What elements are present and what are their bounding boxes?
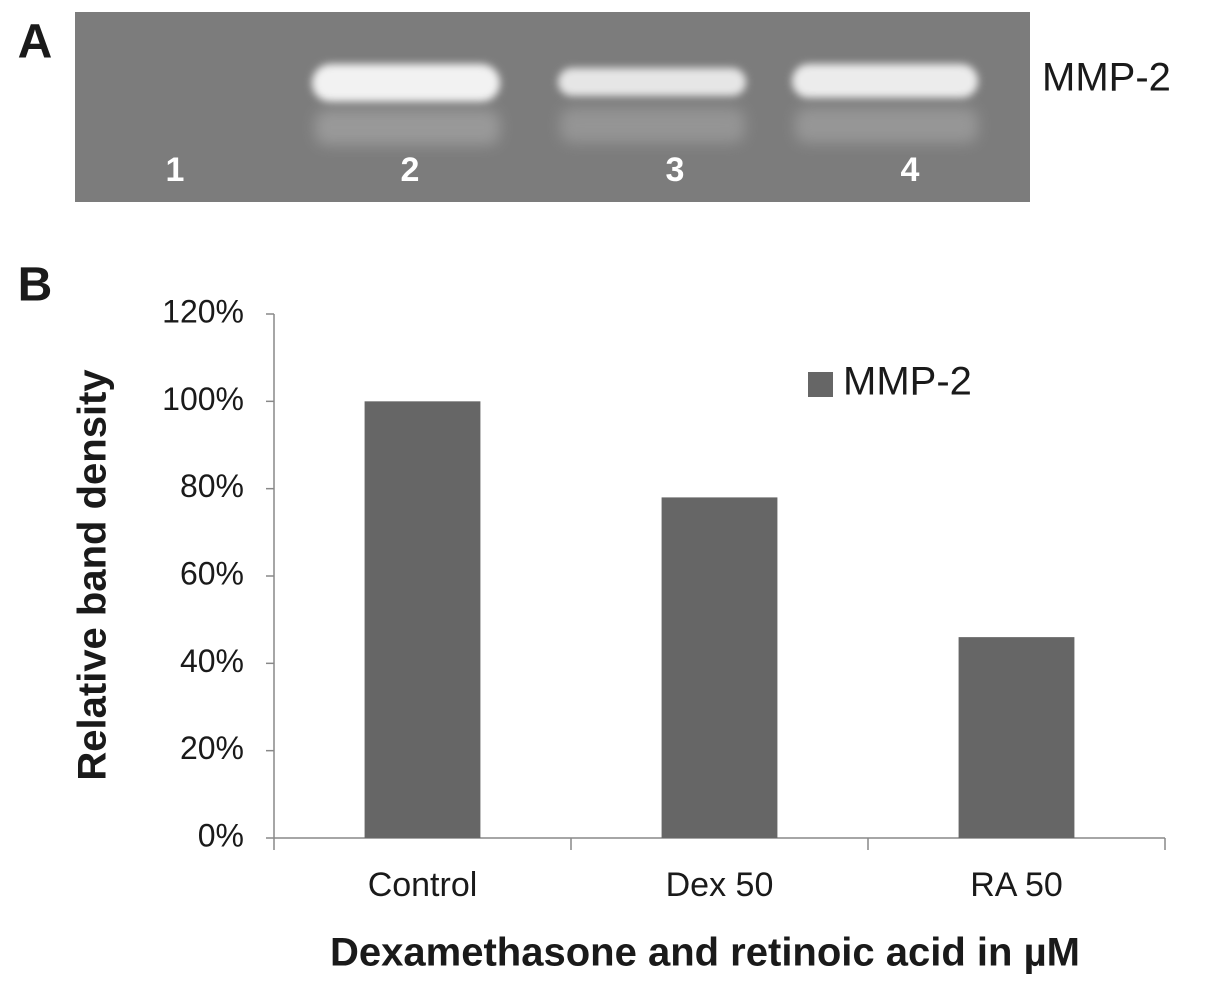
lane-label: 2 xyxy=(401,151,420,189)
gel-band-shadow xyxy=(315,110,500,145)
x-axis-title: Dexamethasone and retinoic acid in µM xyxy=(330,931,1080,975)
gel-band xyxy=(792,64,978,98)
y-tick-label: 100% xyxy=(162,381,244,417)
legend-swatch xyxy=(808,372,833,397)
y-tick-label: 40% xyxy=(180,643,244,679)
y-tick-label: 60% xyxy=(180,555,244,591)
x-tick-label: Dex 50 xyxy=(666,866,774,904)
lane-label: 3 xyxy=(666,151,685,189)
band-label: MMP-2 xyxy=(1042,56,1171,100)
x-tick-label: RA 50 xyxy=(970,866,1063,904)
lane-label: 4 xyxy=(901,151,920,189)
bar xyxy=(661,497,778,838)
y-tick-label: 120% xyxy=(162,293,244,329)
y-tick-label: 80% xyxy=(180,468,244,504)
gel-image xyxy=(75,12,1030,202)
y-tick-label: 0% xyxy=(198,817,244,853)
legend-label: MMP-2 xyxy=(843,360,972,404)
gel-band xyxy=(312,64,500,102)
lane-label: 1 xyxy=(166,151,185,189)
y-axis-title: Relative band density xyxy=(71,369,115,781)
gel-band-shadow xyxy=(560,108,745,143)
bar xyxy=(364,401,481,838)
panel-letter: A xyxy=(18,16,53,69)
gel-band xyxy=(558,68,746,96)
bar xyxy=(958,637,1075,838)
gel-bands xyxy=(312,64,978,145)
x-tick-label: Control xyxy=(368,866,478,904)
y-tick-label: 20% xyxy=(180,730,244,766)
panel-letter: B xyxy=(18,259,53,312)
gel-band-shadow xyxy=(795,108,978,143)
